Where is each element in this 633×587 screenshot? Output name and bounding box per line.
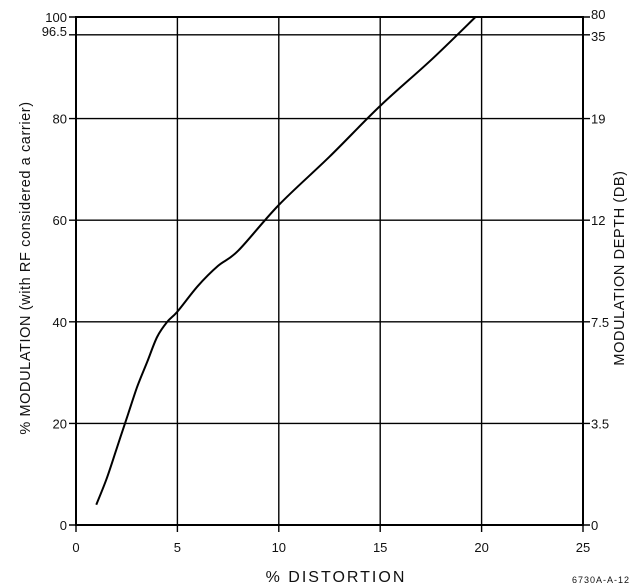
y2-tick-label: 12: [591, 213, 605, 228]
y-tick-label: 80: [53, 112, 67, 127]
series-line: [95, 16, 477, 506]
y-tick-label: 0: [60, 518, 67, 533]
x-axis-ticks: 0 5 10 15 20 25: [72, 540, 590, 555]
y2-tick-label: 0: [591, 518, 598, 533]
y2-tick-label: 3.5: [591, 416, 609, 431]
y-tick-label: 40: [53, 315, 67, 330]
y-tick-label: 96.5: [42, 24, 67, 39]
y-axis-right-label: MODULATION DEPTH (DB): [612, 170, 628, 365]
y-tick-label: 100: [45, 10, 67, 25]
x-tick-label: 20: [474, 540, 488, 555]
plot-frame: [75, 16, 584, 526]
y2-tick-label: 80: [591, 7, 605, 22]
x-axis-label: % DISTORTION: [266, 569, 407, 586]
x-tick-label: 15: [373, 540, 387, 555]
figure-code: 6730A-A-12: [572, 575, 630, 585]
y-tick-label: 20: [53, 416, 67, 431]
y2-tick-label: 7.5: [591, 315, 609, 330]
x-tick-label: 5: [174, 540, 181, 555]
data-series: [95, 16, 477, 506]
y-axis-left-label: % MODULATION (with RF considered a carri…: [18, 101, 34, 434]
y-tick-label: 60: [53, 213, 67, 228]
grid-lines: [69, 16, 590, 532]
x-tick-label: 25: [576, 540, 590, 555]
x-tick-label: 0: [72, 540, 79, 555]
y-axis-right-ticks: 0 3.5 7.5 12 19 35 80: [591, 7, 609, 533]
y2-tick-label: 19: [591, 112, 605, 127]
y2-tick-label: 35: [591, 29, 605, 44]
x-tick-label: 10: [272, 540, 286, 555]
